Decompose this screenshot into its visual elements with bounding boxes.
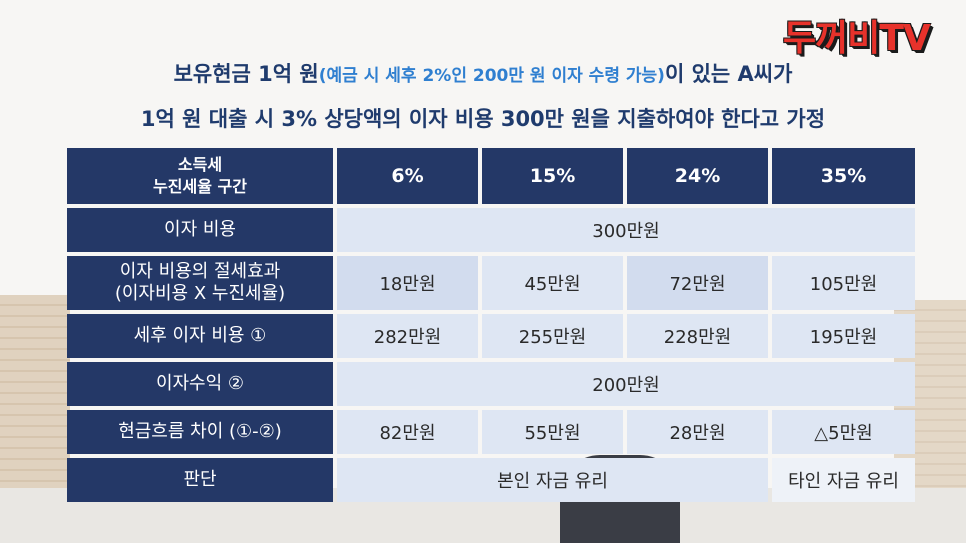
row-label: 이자수익 ② [67,362,333,406]
bracket-header: 35% [772,148,915,204]
corner-header-line2: 누진세율 구간 [153,177,247,196]
table-row-interest-income: 이자수익 ② 200만원 [67,362,915,406]
merged-value-cell: 200만원 [337,362,915,406]
table-row-interest-cost: 이자 비용 300만원 [67,208,915,252]
row-label-line2: (이자비용 X 누진세율) [114,283,286,304]
headline-paren-note: (예금 시 세후 2%인 200만 원 이자 수령 가능) [318,66,665,86]
bracket-header: 24% [627,148,768,204]
value-cell: 55만원 [482,410,623,454]
value-cell: 18만원 [337,256,478,310]
value-cell: 28만원 [627,410,768,454]
headline-line2: 1억 원 대출 시 3% 상당액의 이자 비용 300만 원을 지출하여야 한다… [140,107,826,131]
table-row-cashflow-diff: 현금흐름 차이 (①-②) 82만원 55만원 28만원 △5만원 [67,410,915,454]
headline-line1: 보유현금 1억 원(예금 시 세후 2%인 200만 원 이자 수령 가능)이 … [0,58,966,88]
value-cell: 105만원 [772,256,915,310]
others-funds-verdict: 타인 자금 유리 [772,458,915,502]
corner-header-line1: 소득세 [177,155,223,174]
channel-logo: 두꺼비TV [783,18,931,59]
row-label: 이자 비용 [67,208,333,252]
table-header-row: 소득세 누진세율 구간 6% 15% 24% 35% [67,148,915,204]
value-cell: 195만원 [772,314,915,358]
row-label: 세후 이자 비용 ① [67,314,333,358]
row-label: 이자 비용의 절세효과 (이자비용 X 누진세율) [67,256,333,310]
value-cell: 82만원 [337,410,478,454]
value-cell: 45만원 [482,256,623,310]
row-label: 판단 [67,458,333,502]
value-cell: △5만원 [772,410,915,454]
tax-comparison-table: 소득세 누진세율 구간 6% 15% 24% 35% 이자 비용 300만원 이… [63,144,919,506]
table-row-judgement: 판단 본인 자금 유리 타인 자금 유리 [67,458,915,502]
table-row-tax-saving: 이자 비용의 절세효과 (이자비용 X 누진세율) 18만원 45만원 72만원… [67,256,915,310]
bracket-header: 15% [482,148,623,204]
headline-prefix: 보유현금 1억 원 [173,62,319,86]
bracket-header: 6% [337,148,478,204]
own-funds-verdict: 본인 자금 유리 [337,458,768,502]
row-label: 현금흐름 차이 (①-②) [67,410,333,454]
value-cell: 282만원 [337,314,478,358]
value-cell: 255만원 [482,314,623,358]
value-cell: 72만원 [627,256,768,310]
table-row-after-tax-cost: 세후 이자 비용 ① 282만원 255만원 228만원 195만원 [67,314,915,358]
value-cell: 228만원 [627,314,768,358]
row-label-line1: 이자 비용의 절세효과 [119,261,281,282]
corner-header: 소득세 누진세율 구간 [67,148,333,204]
merged-value-cell: 300만원 [337,208,915,252]
headline-suffix: 이 있는 A씨가 [664,62,793,86]
